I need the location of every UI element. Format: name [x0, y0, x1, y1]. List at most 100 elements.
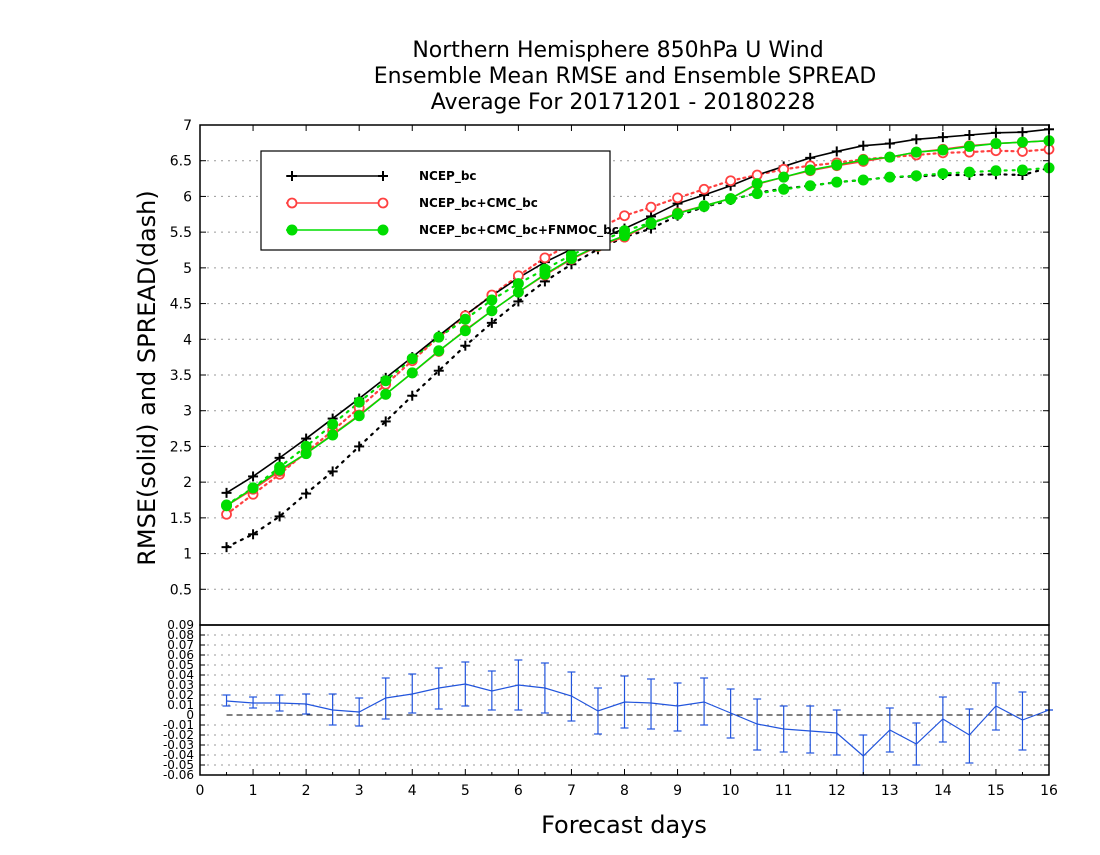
- x-tick-label: 5: [461, 783, 470, 799]
- y-tick-label: 2.5: [170, 439, 192, 455]
- legend-label-2: NCEP_bc+CMC_bc+FNMOC_bc: [419, 223, 619, 238]
- spread-line-0: [225, 166, 1051, 549]
- diff-y-tick-label: -0.01: [163, 718, 194, 732]
- rmse-point-2: [565, 253, 577, 265]
- rmse-point-2: [831, 159, 843, 171]
- x-tick-label: 7: [567, 783, 576, 799]
- spread-point-2: [778, 183, 790, 195]
- spread-point-0: [221, 542, 232, 553]
- rmse-point-2: [406, 367, 418, 379]
- x-tick-label: 11: [775, 783, 793, 799]
- spread-point-2: [937, 168, 949, 180]
- rmse-point-0: [884, 138, 895, 149]
- diff-y-tick-label: -0.03: [163, 738, 194, 752]
- legend-label-0: NCEP_bc: [419, 169, 477, 184]
- rmse-point-2: [698, 200, 710, 212]
- y-tick-label: 3.5: [170, 368, 192, 384]
- spread-point-0: [460, 340, 471, 351]
- y-tick-label: 6: [183, 189, 192, 205]
- legend-marker-0: [378, 171, 388, 181]
- y-tick-label: 6.5: [170, 154, 192, 170]
- rmse-point-2: [751, 178, 763, 190]
- spread-point-2: [327, 418, 339, 430]
- x-tick-label: 9: [673, 783, 682, 799]
- diff-y-tick-label: 0.06: [167, 648, 194, 662]
- rmse-point-2: [353, 410, 365, 422]
- rmse-point-2: [512, 286, 524, 298]
- rmse-point-2: [804, 164, 816, 176]
- rmse-point-2: [539, 268, 551, 280]
- spread-point-2: [1016, 164, 1028, 176]
- y-tick-label: 3: [183, 404, 192, 420]
- spread-point-2: [963, 166, 975, 178]
- diff-y-tick-label: 0.08: [167, 628, 194, 642]
- x-axis-title: Forecast days: [541, 811, 707, 839]
- main-grid: [200, 124, 1049, 590]
- rmse-point-2: [645, 218, 657, 230]
- y-tick-label: 4.5: [170, 297, 192, 313]
- rmse-point-2: [274, 464, 286, 476]
- diff-y-tick-label: 0.04: [167, 668, 194, 682]
- spread-point-0: [354, 441, 365, 452]
- spread-point-2: [857, 174, 869, 186]
- x-tick-label: 3: [355, 783, 364, 799]
- chart-title-line-1: Northern Hemisphere 850hPa U Wind: [412, 38, 823, 63]
- rmse-point-2: [619, 230, 630, 242]
- legend-marker-1: [377, 197, 389, 209]
- diff-y-tick-label: -0.05: [163, 758, 194, 772]
- diff-y-tick-label: 0.07: [167, 638, 194, 652]
- y-tick-label: 1.5: [170, 511, 192, 527]
- rmse-point-0: [858, 140, 869, 151]
- spread-point-0: [486, 317, 497, 328]
- x-tick-label: 0: [196, 783, 205, 799]
- diff-y-tick-label: 0: [186, 708, 194, 722]
- spread-point-2: [459, 313, 471, 325]
- x-tick-label: 15: [987, 783, 1005, 799]
- x-tick-label: 14: [934, 783, 952, 799]
- rmse-point-2: [1016, 136, 1028, 148]
- x-tick-label: 4: [408, 783, 417, 799]
- spread-point-1: [1017, 146, 1028, 157]
- rmse-point-2: [778, 171, 790, 183]
- rmse-point-0: [274, 452, 285, 463]
- spread-point-0: [513, 296, 524, 307]
- legend-marker-1: [286, 197, 298, 209]
- spread-point-2: [831, 176, 843, 188]
- x-tick-label: 16: [1040, 783, 1058, 799]
- diff-y-tick-label: -0.04: [163, 748, 194, 762]
- spread-point-2: [353, 396, 365, 408]
- diff-y-tick-label: -0.02: [163, 728, 194, 742]
- spread-point-0: [407, 390, 418, 401]
- spread-point-2: [406, 353, 418, 365]
- spread-point-2: [990, 165, 1002, 177]
- rmse-point-2: [990, 138, 1002, 150]
- spread-point-1: [645, 201, 657, 213]
- rmse-point-2: [910, 146, 922, 158]
- tick-labels-layer: 0 1 2 3 4 5 6 7 8 9 10 11 12 13 14 15 160.511.522.533.54…: [163, 118, 1058, 799]
- main-series-layer: [221, 124, 1055, 553]
- y-tick-label: 7: [183, 118, 192, 134]
- diff-y-tick-label: 0.09: [167, 618, 194, 632]
- spread-point-2: [910, 170, 922, 182]
- spread-point-1: [539, 252, 551, 264]
- rmse-point-2: [884, 151, 896, 163]
- difference-grid: [200, 624, 1049, 776]
- spread-point-0: [301, 488, 312, 499]
- rmse-point-0: [964, 130, 975, 140]
- y-tick-label: 0.5: [170, 582, 192, 598]
- y-tick-label: 5.5: [170, 225, 192, 241]
- diff-y-tick-label: -0.06: [163, 768, 194, 782]
- y-tick-label: 2: [183, 475, 192, 491]
- spread-point-1: [698, 183, 710, 195]
- spread-point-2: [751, 188, 763, 200]
- axes-layer: [199, 124, 1050, 776]
- y-axis-title: RMSE(solid) and SPREAD(dash): [133, 190, 161, 566]
- rmse-point-2: [247, 482, 259, 494]
- x-tick-label: 6: [514, 783, 523, 799]
- chart-title-line-3: Average For 20171201 - 20180228: [431, 90, 816, 115]
- rmse-point-2: [380, 388, 392, 400]
- diff-y-tick-label: 0.01: [167, 698, 194, 712]
- rmse-point-2: [857, 154, 869, 166]
- rmse-point-0: [221, 487, 232, 498]
